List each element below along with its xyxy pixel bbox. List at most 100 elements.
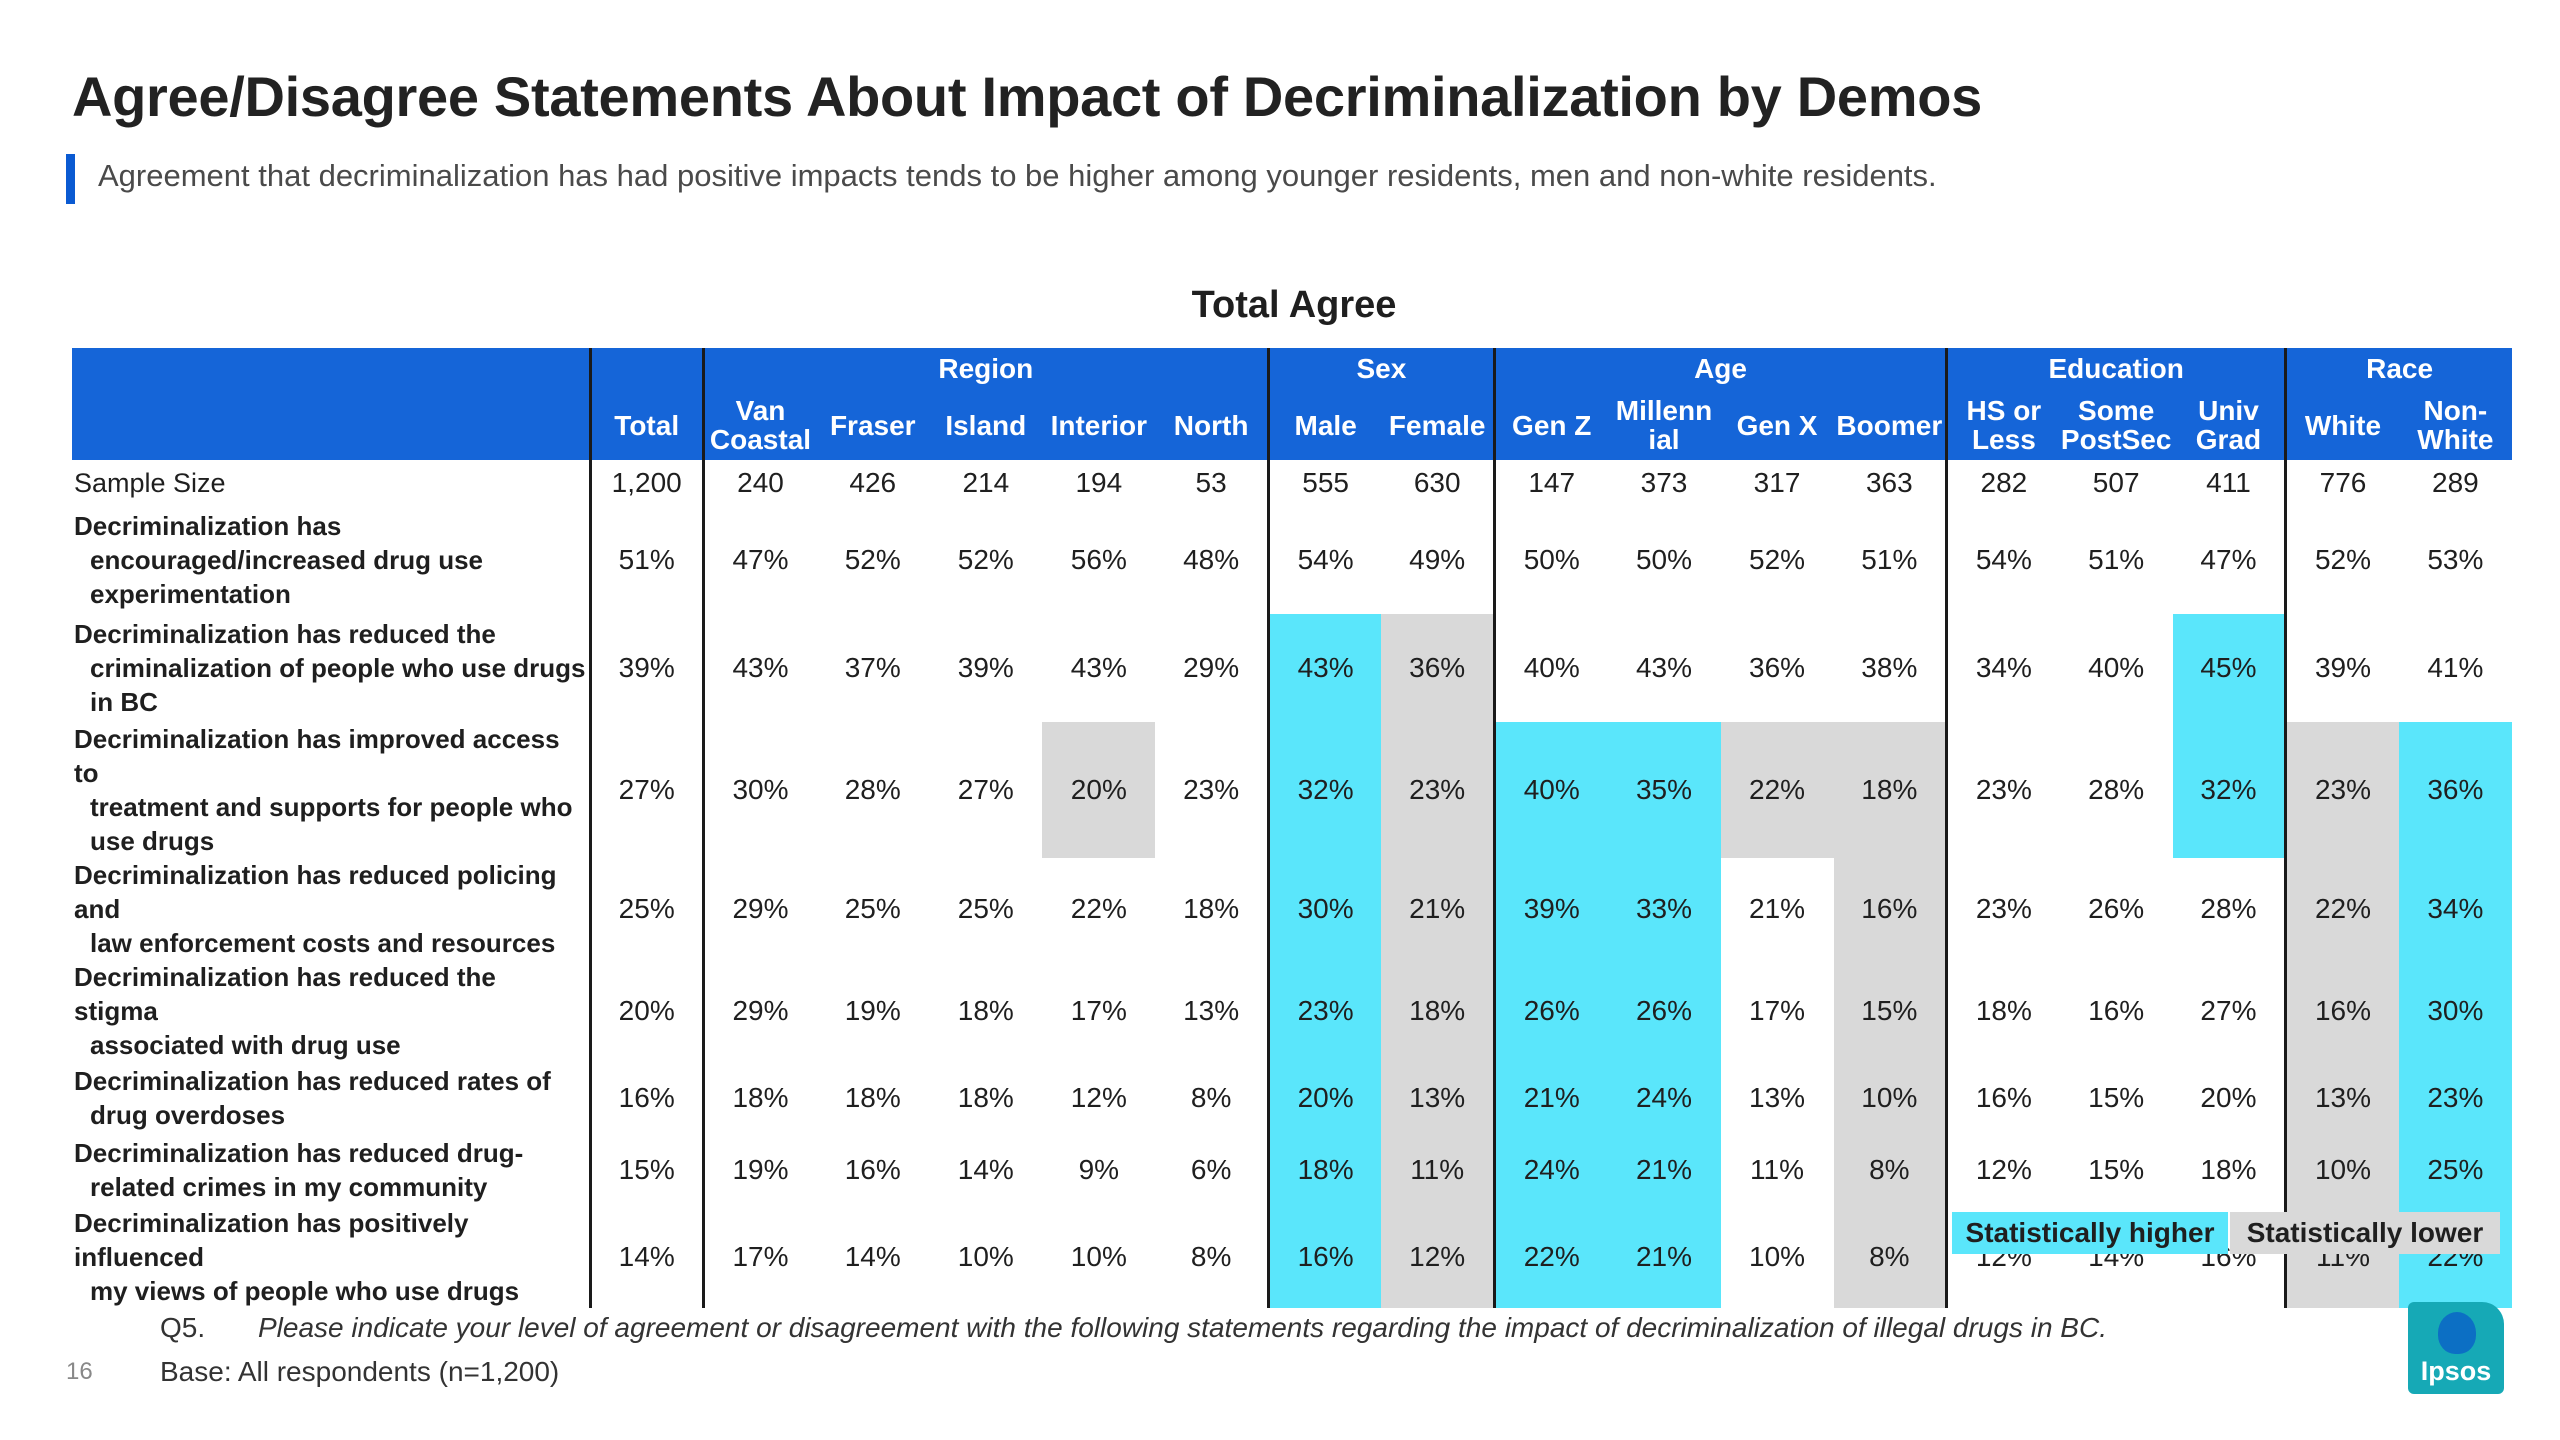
value-cell: 43% [1266, 614, 1382, 722]
value-cell: 18% [1183, 893, 1240, 924]
sample-size-cell: 555 [1266, 460, 1382, 506]
value-cell: 17% [1749, 995, 1806, 1026]
value-cell: 10% [1749, 1241, 1806, 1272]
sample-size-cell: 411 [2206, 467, 2251, 498]
value-cell: 28% [844, 774, 901, 805]
value-cell: 36% [2398, 722, 2512, 858]
statement-label-line: Decriminalization has positively influen… [74, 1208, 469, 1272]
value-cell: 18% [1266, 1134, 1382, 1206]
value-cell: 11% [1381, 1134, 1495, 1206]
column-header: Non- White [2398, 390, 2512, 460]
column-header-line: Van [735, 395, 786, 426]
value-cell: 52% [1749, 544, 1806, 575]
value-cell: 18% [844, 1082, 901, 1113]
value-cell: 10% [1833, 1062, 1947, 1134]
column-header-line: ial [1648, 424, 1680, 455]
statement-label-line: Decriminalization has [74, 511, 342, 541]
value-cell: 51% [1861, 544, 1918, 575]
legend-statistically-higher: Statistically higher [1952, 1212, 2228, 1254]
column-header: Total [590, 390, 704, 460]
value-cell: 43% [1635, 652, 1693, 683]
value-cell: 16% [2088, 995, 2145, 1026]
value-cell: 23% [1945, 858, 2060, 960]
value-cell: 23% [2284, 722, 2399, 858]
column-header-line: Interior [1050, 409, 1148, 441]
sample-size-cell: 426 [849, 467, 897, 498]
value-cell: 29% [701, 960, 817, 1062]
sample-size-cell: 53 [1195, 467, 1227, 498]
sample-size-cell: 282 [1945, 460, 2060, 506]
value-cell: 18% [1381, 960, 1495, 1062]
value-cell: 36% [1381, 614, 1495, 722]
column-header: Van Coastal [701, 390, 817, 460]
page-subtitle: Agreement that decriminalization has had… [98, 158, 1937, 193]
value-cell: 32% [2172, 722, 2286, 858]
column-header-line: Gen X [1736, 409, 1818, 441]
column-header: Female [1381, 390, 1495, 460]
value-cell: 8% [1190, 1241, 1232, 1272]
statement-row: Decriminalization has reduced policing a… [72, 858, 2512, 960]
sample-size-cell: 373 [1640, 467, 1688, 498]
value-cell: 30% [1266, 858, 1382, 960]
column-header: Fraser [816, 390, 930, 460]
value-cell: 52% [957, 544, 1014, 575]
value-cell: 25% [2398, 1134, 2512, 1206]
value-cell: 21% [1749, 893, 1806, 924]
value-cell: 18% [957, 995, 1014, 1026]
statement-label: Decriminalization has reduced the crimina… [72, 614, 592, 722]
value-cell: 15% [2088, 1082, 2145, 1113]
value-cell: 13% [1749, 1082, 1806, 1113]
column-header-line: Boomer [1836, 409, 1943, 441]
column-header-line: Grad [2195, 424, 2262, 455]
question-text: Please indicate your level of agreement … [258, 1312, 2107, 1343]
statement-label-line: in BC [90, 687, 158, 717]
statement-label-line: criminalization of people who use drugs [90, 653, 586, 683]
value-cell: 56% [1070, 544, 1127, 575]
value-cell: 16% [2284, 960, 2399, 1062]
ipsos-logo: Ipsos [2408, 1302, 2504, 1394]
sample-size-cell: 630 [1413, 467, 1461, 498]
value-cell: 53% [2427, 544, 2484, 575]
sample-size-cell: 214 [962, 467, 1010, 498]
statement-row: Decriminalization has reduced drug-relat… [72, 1134, 2512, 1206]
sample-size-cell: 507 [2092, 467, 2140, 498]
value-cell: 20% [1266, 1062, 1382, 1134]
value-cell: 13% [1183, 995, 1240, 1026]
value-cell: 16% [844, 1154, 901, 1185]
value-cell: 30% [701, 722, 817, 858]
value-cell: 15% [2088, 1154, 2145, 1185]
statement-label-line: law enforcement costs and resources [90, 928, 556, 958]
header-label-cell [72, 390, 592, 460]
sample-size-cell: 289 [2432, 467, 2479, 498]
value-cell: 47% [2200, 544, 2257, 575]
value-cell: 22% [1070, 893, 1127, 924]
value-cell: 15% [618, 1154, 675, 1185]
statement-label-line: Decriminalization has reduced the [74, 619, 496, 649]
value-cell: 37% [844, 652, 901, 683]
value-cell: 20% [2200, 1082, 2257, 1113]
value-cell: 47% [701, 506, 817, 614]
value-cell: 21% [1492, 1062, 1608, 1134]
value-cell: 26% [1607, 960, 1721, 1062]
value-cell: 21% [1607, 1206, 1721, 1308]
value-cell: 39% [957, 652, 1014, 683]
value-cell: 10% [2284, 1134, 2399, 1206]
sample-size-cell: 317 [1753, 467, 1801, 498]
column-header-line: HS or [1966, 395, 2042, 426]
column-header: Some PostSec [2059, 390, 2173, 460]
sample-size-cell: 776 [2284, 460, 2399, 506]
column-header-line: Total [614, 409, 680, 441]
statement-row: Decriminalization has reduced the crimina… [72, 614, 2512, 722]
value-cell: 12% [1945, 1134, 2060, 1206]
group-header-race: Race [2284, 348, 2512, 390]
value-cell: 22% [1492, 1206, 1608, 1308]
column-header-line: Coastal [709, 424, 812, 455]
statement-row: Decriminalization has improved access to… [72, 722, 2512, 858]
value-cell: 9% [1078, 1154, 1120, 1185]
value-cell: 20% [618, 995, 675, 1026]
group-header-age: Age [1492, 348, 1947, 390]
table-group-header-row: Region Sex Age Education Race [72, 348, 2512, 390]
value-cell: 25% [844, 893, 901, 924]
statement-label: Decriminalization has improved access to… [72, 722, 592, 858]
value-cell: 19% [701, 1134, 817, 1206]
